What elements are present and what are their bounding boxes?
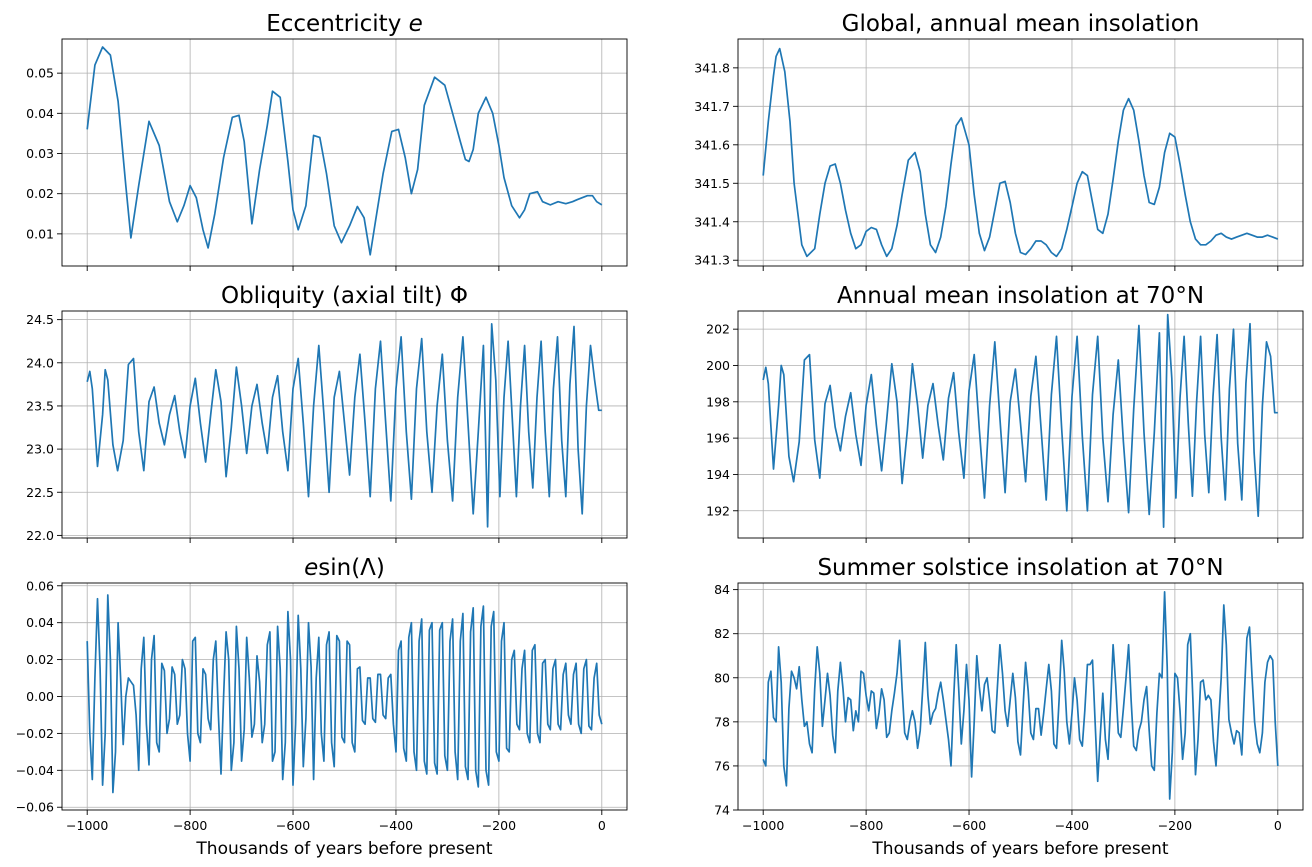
- y-tick-label: 192: [706, 503, 730, 518]
- y-tick-label: 196: [706, 431, 730, 446]
- series-line: [86, 46, 603, 256]
- x-tick-label: −1000: [66, 818, 108, 833]
- x-axis-label: Thousands of years before present: [195, 839, 492, 859]
- panel-global-insolation: Global, annual mean insolation 341.3 341.…: [694, 11, 1304, 271]
- panel-solstice-insolation-70n: Summer solstice insolation at 70°N Thous…: [714, 555, 1304, 859]
- panel-title: Annual mean insolation at 70°N: [837, 283, 1204, 309]
- y-tick-label: 76: [714, 758, 730, 773]
- y-tick-label: 0.02: [26, 652, 54, 667]
- plot-frame: [737, 38, 1304, 267]
- x-tick-label: −800: [173, 818, 207, 833]
- x-tick-label: 0: [598, 818, 606, 833]
- y-tick-label: 341.4: [694, 214, 730, 229]
- series-line: [86, 323, 602, 528]
- panel-title: Summer solstice insolation at 70°N: [817, 555, 1223, 581]
- y-tick-label: −0.04: [16, 763, 54, 778]
- y-tick-label: 80: [714, 670, 730, 685]
- y-tick-label: 22.0: [26, 528, 54, 543]
- y-tick-label: 341.8: [694, 60, 730, 75]
- y-tick-label: 0.04: [26, 106, 54, 121]
- y-tick-label: 74: [714, 803, 730, 818]
- series-line: [762, 313, 1278, 528]
- plot-frame: [737, 310, 1304, 539]
- y-tick-label: 0.04: [26, 615, 54, 630]
- panel-title: Obliquity (axial tilt) Φ: [221, 283, 468, 309]
- y-tick-label: 24.0: [26, 355, 54, 370]
- y-tick-label: 84: [714, 582, 730, 597]
- x-tick-label: 0: [1274, 818, 1282, 833]
- series-line: [86, 594, 603, 794]
- y-tick-label: 78: [714, 714, 730, 729]
- x-tick-label: −600: [952, 818, 986, 833]
- y-tick-label: 23.0: [26, 442, 54, 457]
- x-tick-label: −400: [1055, 818, 1089, 833]
- y-tick-label: 0.02: [26, 186, 54, 201]
- plot-frame: [737, 582, 1304, 811]
- x-tick-label: −400: [379, 818, 413, 833]
- y-tick-label: 341.5: [694, 176, 730, 191]
- x-axis-label: Thousands of years before present: [871, 839, 1168, 859]
- y-tick-label: −0.06: [16, 800, 54, 815]
- y-tick-label: 0.03: [26, 146, 54, 161]
- panel-annual-insolation-70n: Annual mean insolation at 70°N 192 194 196…: [706, 283, 1304, 543]
- y-tick-label: 341.7: [694, 99, 730, 114]
- y-tick-label: 200: [706, 358, 730, 373]
- y-tick-label: 24.5: [26, 312, 54, 327]
- x-tick-label: −600: [276, 818, 310, 833]
- y-tick-label: 23.5: [26, 398, 54, 413]
- series-line: [762, 47, 1279, 258]
- y-tick-label: 341.3: [694, 253, 730, 268]
- panel-title: Global, annual mean insolation: [842, 11, 1200, 37]
- plot-frame: [61, 310, 628, 539]
- y-tick-label: 194: [706, 467, 730, 482]
- series-line: [762, 590, 1279, 800]
- y-tick-label: 0.00: [26, 689, 54, 704]
- panel-title: Eccentricity e: [266, 11, 423, 37]
- y-tick-label: 198: [706, 394, 730, 409]
- plot-frame: [61, 38, 628, 267]
- y-tick-label: 0.06: [26, 578, 54, 593]
- x-tick-label: −200: [1158, 818, 1192, 833]
- y-tick-label: −0.02: [16, 726, 54, 741]
- y-tick-label: 0.01: [26, 226, 54, 241]
- x-tick-label: −800: [849, 818, 883, 833]
- x-tick-label: −200: [482, 818, 516, 833]
- x-tick-label: −1000: [742, 818, 784, 833]
- panel-obliquity: Obliquity (axial tilt) Φ 22.0 22.5 23.0 23.…: [26, 283, 628, 543]
- y-tick-label: 341.6: [694, 137, 730, 152]
- y-tick-label: 202: [706, 322, 730, 337]
- y-tick-label: 0.05: [26, 66, 54, 81]
- panel-precession: esin(Λ) Thousands of years before presen…: [16, 555, 628, 859]
- y-tick-label: 22.5: [26, 485, 54, 500]
- panel-title: esin(Λ): [304, 555, 385, 581]
- y-tick-label: 82: [714, 626, 730, 641]
- panel-eccentricity: Eccentricity e 0.01 0.02 0.03 0.04 0.05: [26, 11, 628, 271]
